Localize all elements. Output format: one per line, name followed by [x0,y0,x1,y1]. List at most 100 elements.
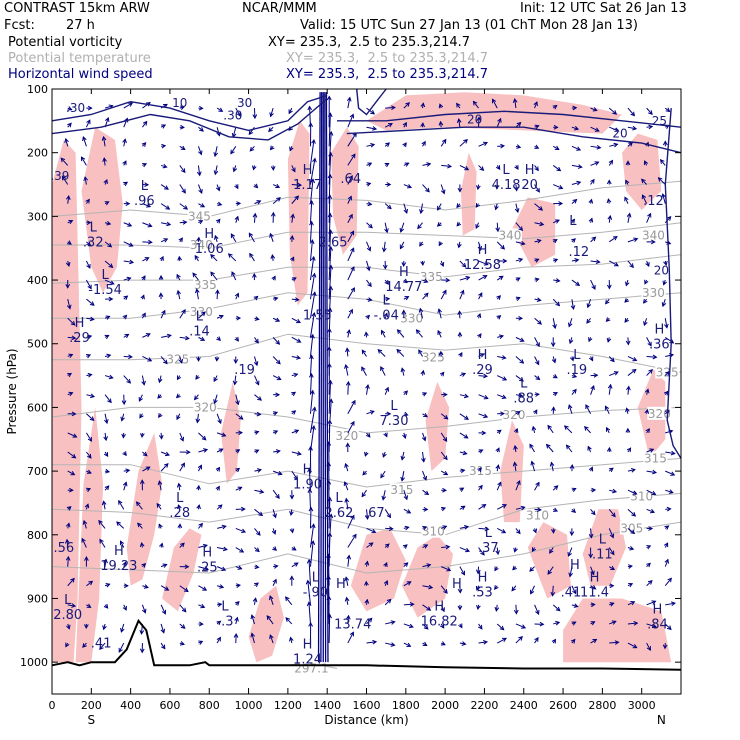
wind-vector-head [383,312,389,318]
wind-vector-head [513,186,519,192]
wind-vector-head [478,484,483,490]
wind-vector-head [158,274,164,280]
wind-vector-head [311,424,316,430]
wind-vector [67,299,71,309]
wind-vector [179,585,189,592]
wind-vector-head [609,602,615,607]
wind-vector-head [494,205,499,211]
wind-vector-head [661,302,667,308]
wind-vector [291,336,301,343]
wind-vector-head [399,244,405,250]
wind-vector-head [521,624,527,629]
wind-vector-head [625,427,631,433]
theta-contour-label: 345 [188,209,211,223]
wind-vector [549,547,554,554]
theta-contour-335 [51,254,682,284]
wind-vector-head [587,445,592,451]
wind-vector-head [163,463,169,468]
wind-vector [662,298,666,307]
wind-vector-head [269,232,274,238]
pv-shade-region-11 [425,381,450,472]
wind-vector [534,637,539,644]
wind-vector-head [457,605,463,611]
wind-vector-head [253,183,259,189]
wind-vector-head [515,296,521,302]
wind-vector-head [647,579,653,585]
wind-vector-head [664,558,669,564]
wind-vector [82,136,87,147]
wind-vector [440,290,447,300]
wind-vector-head [69,487,74,493]
wind-vector-head [568,339,574,345]
y-tick-label: 200 [27,147,48,160]
wind-vector-head [534,277,540,283]
wind-vector-head [82,136,87,142]
wind-vector-head [198,522,203,528]
wind-vector [309,256,315,281]
wind-vector-head [141,142,147,147]
wind-vector [459,276,470,281]
wind-vector [104,105,113,109]
wind-vector-head [590,602,596,608]
wind-vector [198,449,208,453]
wind-vector-head [183,205,189,210]
wind-vector-head [290,256,295,262]
wind-vector-head [442,392,448,397]
wind-vector-head [254,582,259,587]
wind-vector-head [177,504,182,510]
wind-vector-head [328,285,334,291]
wind-vector [347,132,357,147]
wind-vector-head [518,257,524,263]
wind-vector [198,311,206,319]
wind-vector-head [159,542,164,548]
wind-vector-head [147,222,153,228]
wind-vector [665,602,676,606]
wind-vector-head [518,635,523,641]
wind-vector-head [624,298,630,303]
wind-vector [473,101,479,109]
theta-label-bg [619,521,644,535]
wind-vector [440,184,445,194]
wind-vector [272,184,280,188]
wind-vector-head [161,309,166,315]
wind-vector [84,177,87,185]
wind-vector-head [268,595,274,601]
wind-vector-head [571,238,576,243]
wind-vector [118,500,125,510]
wind-vector-head [327,496,333,502]
wind-vector-head [159,255,164,261]
wind-vector [309,407,316,433]
wind-vector-head [570,638,576,644]
wind-vector-head [442,289,447,295]
wind-vector-head [364,515,370,520]
theta-contour-label: 330 [190,305,213,319]
wind-vector-head [666,216,672,221]
wind-vector-head [202,586,208,591]
wind-vector-head [158,434,164,440]
wind-vector-head [213,399,218,405]
wind-vector-head [222,546,228,552]
wind-vector-head [445,544,451,550]
wind-vector [104,394,112,403]
theta-contour-label: 310 [422,525,445,539]
wind-vector [99,642,106,650]
x-tick-label: 800 [199,699,220,712]
wind-vector-head [294,429,300,434]
wind-vector-head [588,217,594,223]
wind-vector-head [555,301,561,307]
wind-vector-head [239,548,245,553]
wind-vector-head [176,289,181,295]
wind-vector-head [67,106,73,111]
wind-vector-head [176,415,181,421]
wind-vector-head [215,466,221,472]
wind-vector-head [291,167,296,173]
wind-vector-head [576,180,582,186]
wind-vector [385,621,395,625]
wind-vector [384,222,388,233]
wind-vector [547,566,554,575]
wind-vector-head [501,355,507,360]
wind-vector [385,106,395,109]
wind-vector-head [462,450,468,456]
wind-vector [515,258,523,262]
